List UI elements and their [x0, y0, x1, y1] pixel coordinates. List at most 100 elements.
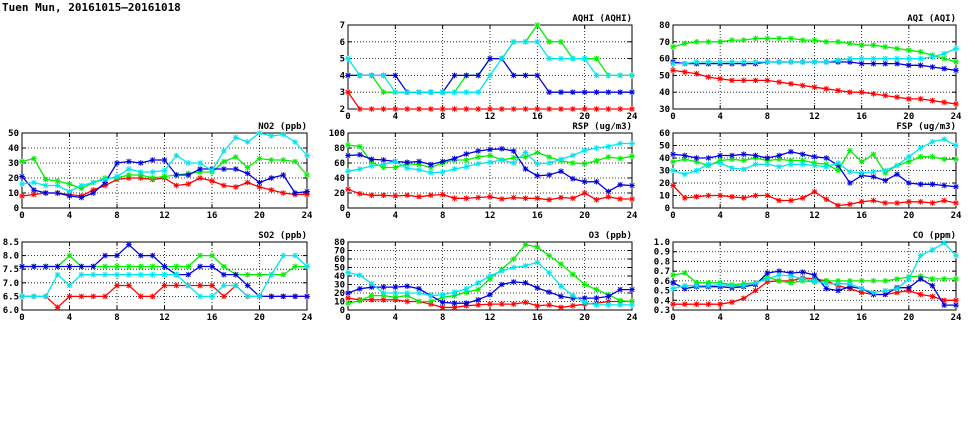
data-point [693, 193, 700, 200]
aqhi-series-red [345, 89, 635, 112]
data-point [54, 182, 61, 189]
data-point [823, 280, 830, 287]
aqi-title: AQI (AQI) [907, 14, 956, 24]
data-point [522, 154, 529, 160]
rsp-title: RSP (ug/m3) [572, 122, 632, 132]
data-point [823, 155, 830, 161]
data-point [475, 89, 481, 95]
y-tick-label: 0 [340, 306, 345, 316]
data-point [66, 293, 73, 300]
data-point [90, 293, 97, 300]
data-point [534, 302, 541, 309]
data-point [558, 156, 564, 163]
data-point [510, 279, 517, 285]
data-point [717, 192, 723, 199]
data-point [558, 283, 564, 289]
data-point [847, 168, 853, 175]
data-point [858, 158, 865, 165]
y-tick-label: 70 [659, 38, 670, 48]
data-point [894, 276, 900, 282]
data-point [487, 152, 493, 159]
data-point [764, 35, 771, 42]
data-point [499, 196, 505, 202]
o3-title: O3 (ppb) [589, 231, 632, 241]
data-point [126, 158, 132, 165]
data-point [717, 160, 723, 166]
data-point [66, 252, 73, 259]
data-point [717, 75, 723, 82]
data-point [78, 271, 85, 278]
data-point [137, 293, 144, 300]
data-point [546, 302, 552, 308]
data-point [605, 193, 612, 200]
data-point [882, 278, 889, 284]
data-point [953, 156, 959, 163]
data-point [256, 179, 263, 186]
data-point [368, 163, 375, 169]
x-tick-label: 16 [856, 112, 867, 122]
data-point [858, 55, 865, 62]
y-tick-label: 60 [334, 159, 345, 169]
data-point [740, 157, 747, 164]
data-point [487, 159, 493, 166]
y-tick-label: 0.3 [654, 306, 670, 316]
data-point [451, 89, 458, 95]
data-point [906, 55, 912, 62]
data-point [670, 151, 676, 158]
data-point [102, 263, 108, 270]
data-point [906, 284, 912, 291]
aqhi-grid [348, 25, 632, 109]
series-line [672, 242, 957, 294]
data-point [392, 284, 399, 290]
y-tick-label: 20 [334, 189, 345, 199]
co-title: CO (ppm) [913, 231, 956, 241]
data-point [499, 145, 505, 152]
data-point [917, 291, 924, 298]
aqhi-series-cyan [345, 39, 635, 95]
data-point [392, 89, 399, 95]
data-point [811, 37, 818, 43]
data-point [894, 285, 900, 292]
x-tick-label: 0 [670, 211, 675, 221]
data-point [487, 273, 493, 279]
data-point [280, 293, 287, 300]
x-tick-label: 8 [440, 313, 445, 323]
data-point [693, 59, 700, 65]
data-point [882, 200, 889, 206]
data-point [185, 263, 192, 270]
data-point [416, 290, 422, 296]
data-point [102, 271, 108, 278]
data-point [345, 55, 351, 62]
data-point [581, 106, 588, 112]
data-point [185, 282, 192, 289]
data-point [368, 156, 375, 163]
data-point [617, 106, 623, 112]
data-point [764, 155, 771, 161]
data-point [345, 186, 351, 193]
data-point [114, 252, 120, 259]
data-point [799, 269, 806, 275]
data-point [729, 59, 735, 65]
data-point [31, 179, 37, 186]
data-point [439, 169, 446, 175]
data-point [929, 138, 936, 145]
data-point [776, 152, 782, 159]
y-tick-label: 2 [340, 105, 345, 115]
y-tick-label: 6 [340, 38, 345, 48]
data-point [345, 290, 351, 296]
data-point [475, 286, 481, 293]
data-point [209, 282, 215, 289]
so2-title: SO2 (ppb) [258, 231, 307, 241]
data-point [570, 302, 576, 309]
data-point [717, 39, 723, 45]
data-point [510, 72, 517, 79]
data-point [593, 196, 600, 203]
data-point [114, 271, 120, 278]
data-point [66, 188, 73, 195]
data-point [475, 148, 481, 154]
data-point [54, 178, 61, 184]
data-point [209, 178, 215, 184]
y-tick-label: 10 [8, 189, 19, 199]
data-point [345, 269, 351, 276]
data-point [693, 39, 700, 45]
